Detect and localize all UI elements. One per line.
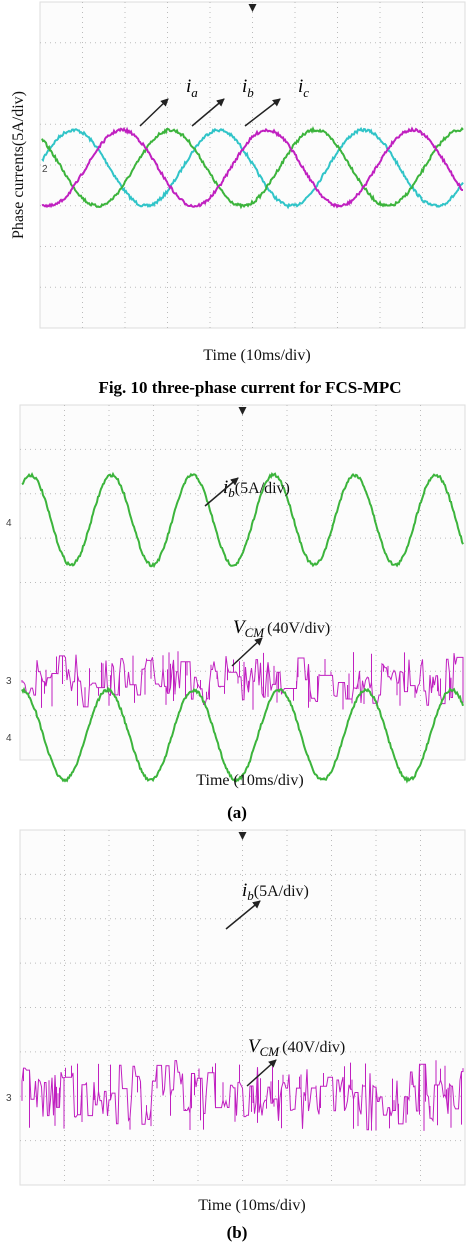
trace-label: ia: [186, 76, 198, 100]
channel-marker: 3: [6, 676, 12, 687]
waveform: [21, 651, 464, 710]
channel-marker: 4: [6, 518, 12, 529]
scope-screen: [39, 1, 466, 329]
arrow: [139, 98, 169, 127]
arrow: [231, 637, 263, 667]
trigger-marker: [238, 407, 247, 415]
trace-label: VCM (40V/div): [248, 1036, 345, 1059]
caption: Fig. 10 three-phase current for FCS-MPC: [98, 378, 401, 397]
arrow: [191, 98, 225, 127]
waveform: [21, 686, 464, 784]
waveform: [41, 126, 464, 210]
waveform: [41, 126, 464, 210]
x-axis-label: Time (10ms/div): [196, 772, 303, 789]
channel-marker: 4: [6, 733, 12, 744]
x-axis-label: Time (10ms/div): [198, 1197, 305, 1214]
waveform: [21, 471, 464, 569]
y-axis-label: Phase currents(5A/div): [10, 91, 27, 239]
caption: (a): [227, 803, 247, 822]
scope-screens: [19, 1, 466, 1186]
waveform: [41, 126, 463, 209]
waveform: [21, 1060, 464, 1131]
channel-marker: 3: [6, 1093, 12, 1104]
trace-label: VCM (40V/div): [233, 617, 330, 640]
channel-marker: 2: [42, 164, 48, 175]
arrow: [246, 1059, 277, 1087]
arrow: [244, 98, 281, 127]
trigger-marker: [248, 4, 257, 12]
x-axis-label: Time (10ms/div): [203, 347, 310, 364]
trace-label: ib(5A/div): [242, 880, 309, 903]
trace-label: ic: [298, 76, 309, 100]
trigger-marker: [238, 832, 247, 840]
arrow: [204, 477, 239, 507]
caption: (b): [227, 1223, 248, 1242]
arrow: [225, 900, 261, 930]
trace-label: ib: [242, 76, 254, 100]
trace-label: ib(5A/div): [223, 477, 290, 500]
